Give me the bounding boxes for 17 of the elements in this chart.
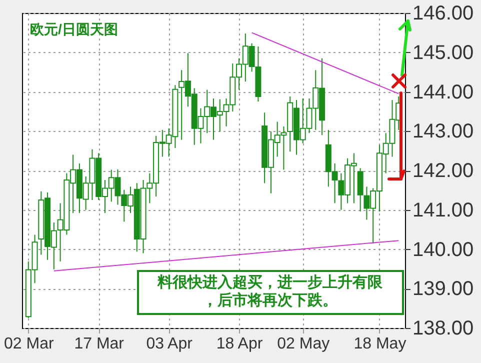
y-tick-label: 144.00 (412, 81, 474, 104)
y-tick-label: 143.00 (412, 120, 474, 143)
y-tick-label: 145.00 (412, 42, 474, 64)
y-tick-label: 142.00 (412, 160, 474, 182)
x-tick-label: 02 Mar (4, 336, 54, 352)
x-tick-label: 18 Apr (216, 336, 264, 352)
y-tick-label: 139.00 (412, 278, 474, 300)
x-tick-label: 17 Mar (74, 336, 125, 352)
x-tick-label: 18 May (354, 336, 406, 352)
x-tick-label: 03 Apr (146, 336, 194, 352)
y-tick-label: 141.00 (412, 199, 474, 222)
x-tick-label: 02 May (277, 336, 330, 352)
y-tick-label: 140.00 (412, 238, 474, 261)
annotation: 料很快进入超买，进一步上升有限，后市将再次下跌。 (156, 274, 384, 309)
y-tick-label: 146.00 (412, 2, 474, 24)
y-tick-label: 138.00 (412, 318, 474, 340)
text: 欧元/日圆天图 (30, 21, 118, 37)
